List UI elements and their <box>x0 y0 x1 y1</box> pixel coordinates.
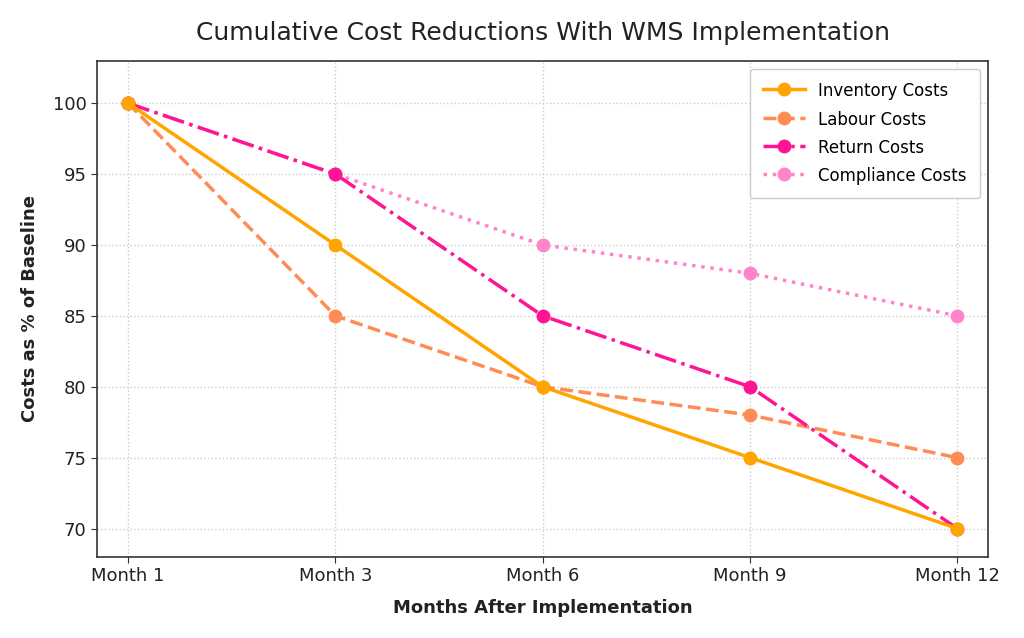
Return Costs <box>951 524 964 532</box>
Inventory Costs <box>951 524 964 532</box>
X-axis label: Months After Implementation: Months After Implementation <box>393 599 692 617</box>
Title: Cumulative Cost Reductions With WMS Implementation: Cumulative Cost Reductions With WMS Impl… <box>196 21 890 45</box>
Y-axis label: Costs as % of Baseline: Costs as % of Baseline <box>20 195 39 422</box>
Compliance Costs <box>743 269 756 277</box>
Labour Costs <box>122 100 134 107</box>
Legend: Inventory Costs, Labour Costs, Return Costs, Compliance Costs: Inventory Costs, Labour Costs, Return Co… <box>750 69 980 198</box>
Labour Costs <box>951 454 964 461</box>
Line: Return Costs: Return Costs <box>122 97 964 535</box>
Compliance Costs <box>330 170 342 178</box>
Return Costs <box>743 383 756 390</box>
Return Costs <box>330 170 342 178</box>
Inventory Costs <box>330 241 342 249</box>
Labour Costs <box>330 312 342 320</box>
Line: Compliance Costs: Compliance Costs <box>122 97 964 322</box>
Inventory Costs <box>122 100 134 107</box>
Return Costs <box>537 312 549 320</box>
Inventory Costs <box>743 454 756 461</box>
Return Costs <box>122 100 134 107</box>
Inventory Costs <box>537 383 549 390</box>
Labour Costs <box>537 383 549 390</box>
Compliance Costs <box>537 241 549 249</box>
Line: Labour Costs: Labour Costs <box>122 97 964 464</box>
Line: Inventory Costs: Inventory Costs <box>122 97 964 535</box>
Labour Costs <box>743 412 756 419</box>
Compliance Costs <box>122 100 134 107</box>
Compliance Costs <box>951 312 964 320</box>
